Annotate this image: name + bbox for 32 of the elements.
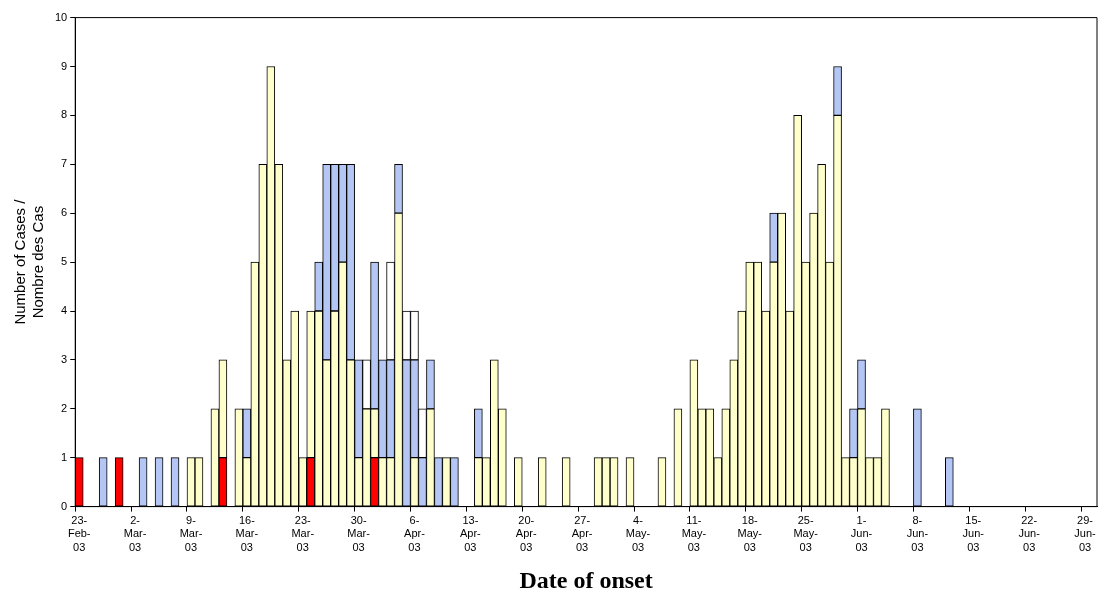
x-tick-label: 11-May-03 bbox=[681, 514, 707, 553]
y-tick-label: 2 bbox=[61, 401, 68, 414]
y-tick-label: 10 bbox=[54, 10, 68, 23]
x-tick-label: 30-Mar-03 bbox=[347, 514, 371, 553]
x-tick-label: 23-Feb-03 bbox=[67, 514, 91, 553]
x-tick-label: 4-May-03 bbox=[625, 514, 651, 553]
x-tick-label: 22-Jun-03 bbox=[1018, 514, 1041, 553]
y-tick-label: 7 bbox=[61, 157, 68, 170]
x-tick-label: 16-Mar-03 bbox=[235, 514, 259, 553]
x-tick-label: 20-Apr-03 bbox=[515, 514, 537, 553]
x-tick-label: 29-Jun-03 bbox=[1074, 514, 1097, 553]
y-tick-label: 4 bbox=[61, 304, 68, 317]
y-tick-label: 3 bbox=[61, 352, 68, 365]
x-tick-label: 2-Mar-03 bbox=[123, 514, 147, 553]
x-tick-label: 18-May-03 bbox=[737, 514, 763, 553]
y-tick-label: 8 bbox=[61, 108, 68, 121]
x-tick-label: 15-Jun-03 bbox=[962, 514, 985, 553]
x-tick-label: 23-Mar-03 bbox=[291, 514, 315, 553]
y-tick-label: 5 bbox=[61, 255, 68, 268]
y-tick-label: 1 bbox=[61, 450, 68, 463]
x-axis-title: Date of onset bbox=[519, 566, 653, 593]
x-tick-label: 8-Jun-03 bbox=[906, 514, 929, 553]
x-tick-label: 25-May-03 bbox=[793, 514, 819, 553]
x-tick-label: 6-Apr-03 bbox=[404, 514, 426, 553]
y-tick-label: 9 bbox=[61, 59, 68, 72]
y-axis-title: Number of Cases / Nombre des Cas bbox=[11, 198, 47, 325]
y-tick-label: 6 bbox=[61, 206, 68, 219]
x-tick-label: 27-Apr-03 bbox=[571, 514, 593, 553]
x-tick-label: 1-Jun-03 bbox=[850, 514, 873, 553]
x-tick-label: 13-Apr-03 bbox=[459, 514, 482, 553]
x-tick-label: 9-Mar-03 bbox=[179, 514, 203, 553]
y-tick-label: 0 bbox=[61, 499, 68, 512]
